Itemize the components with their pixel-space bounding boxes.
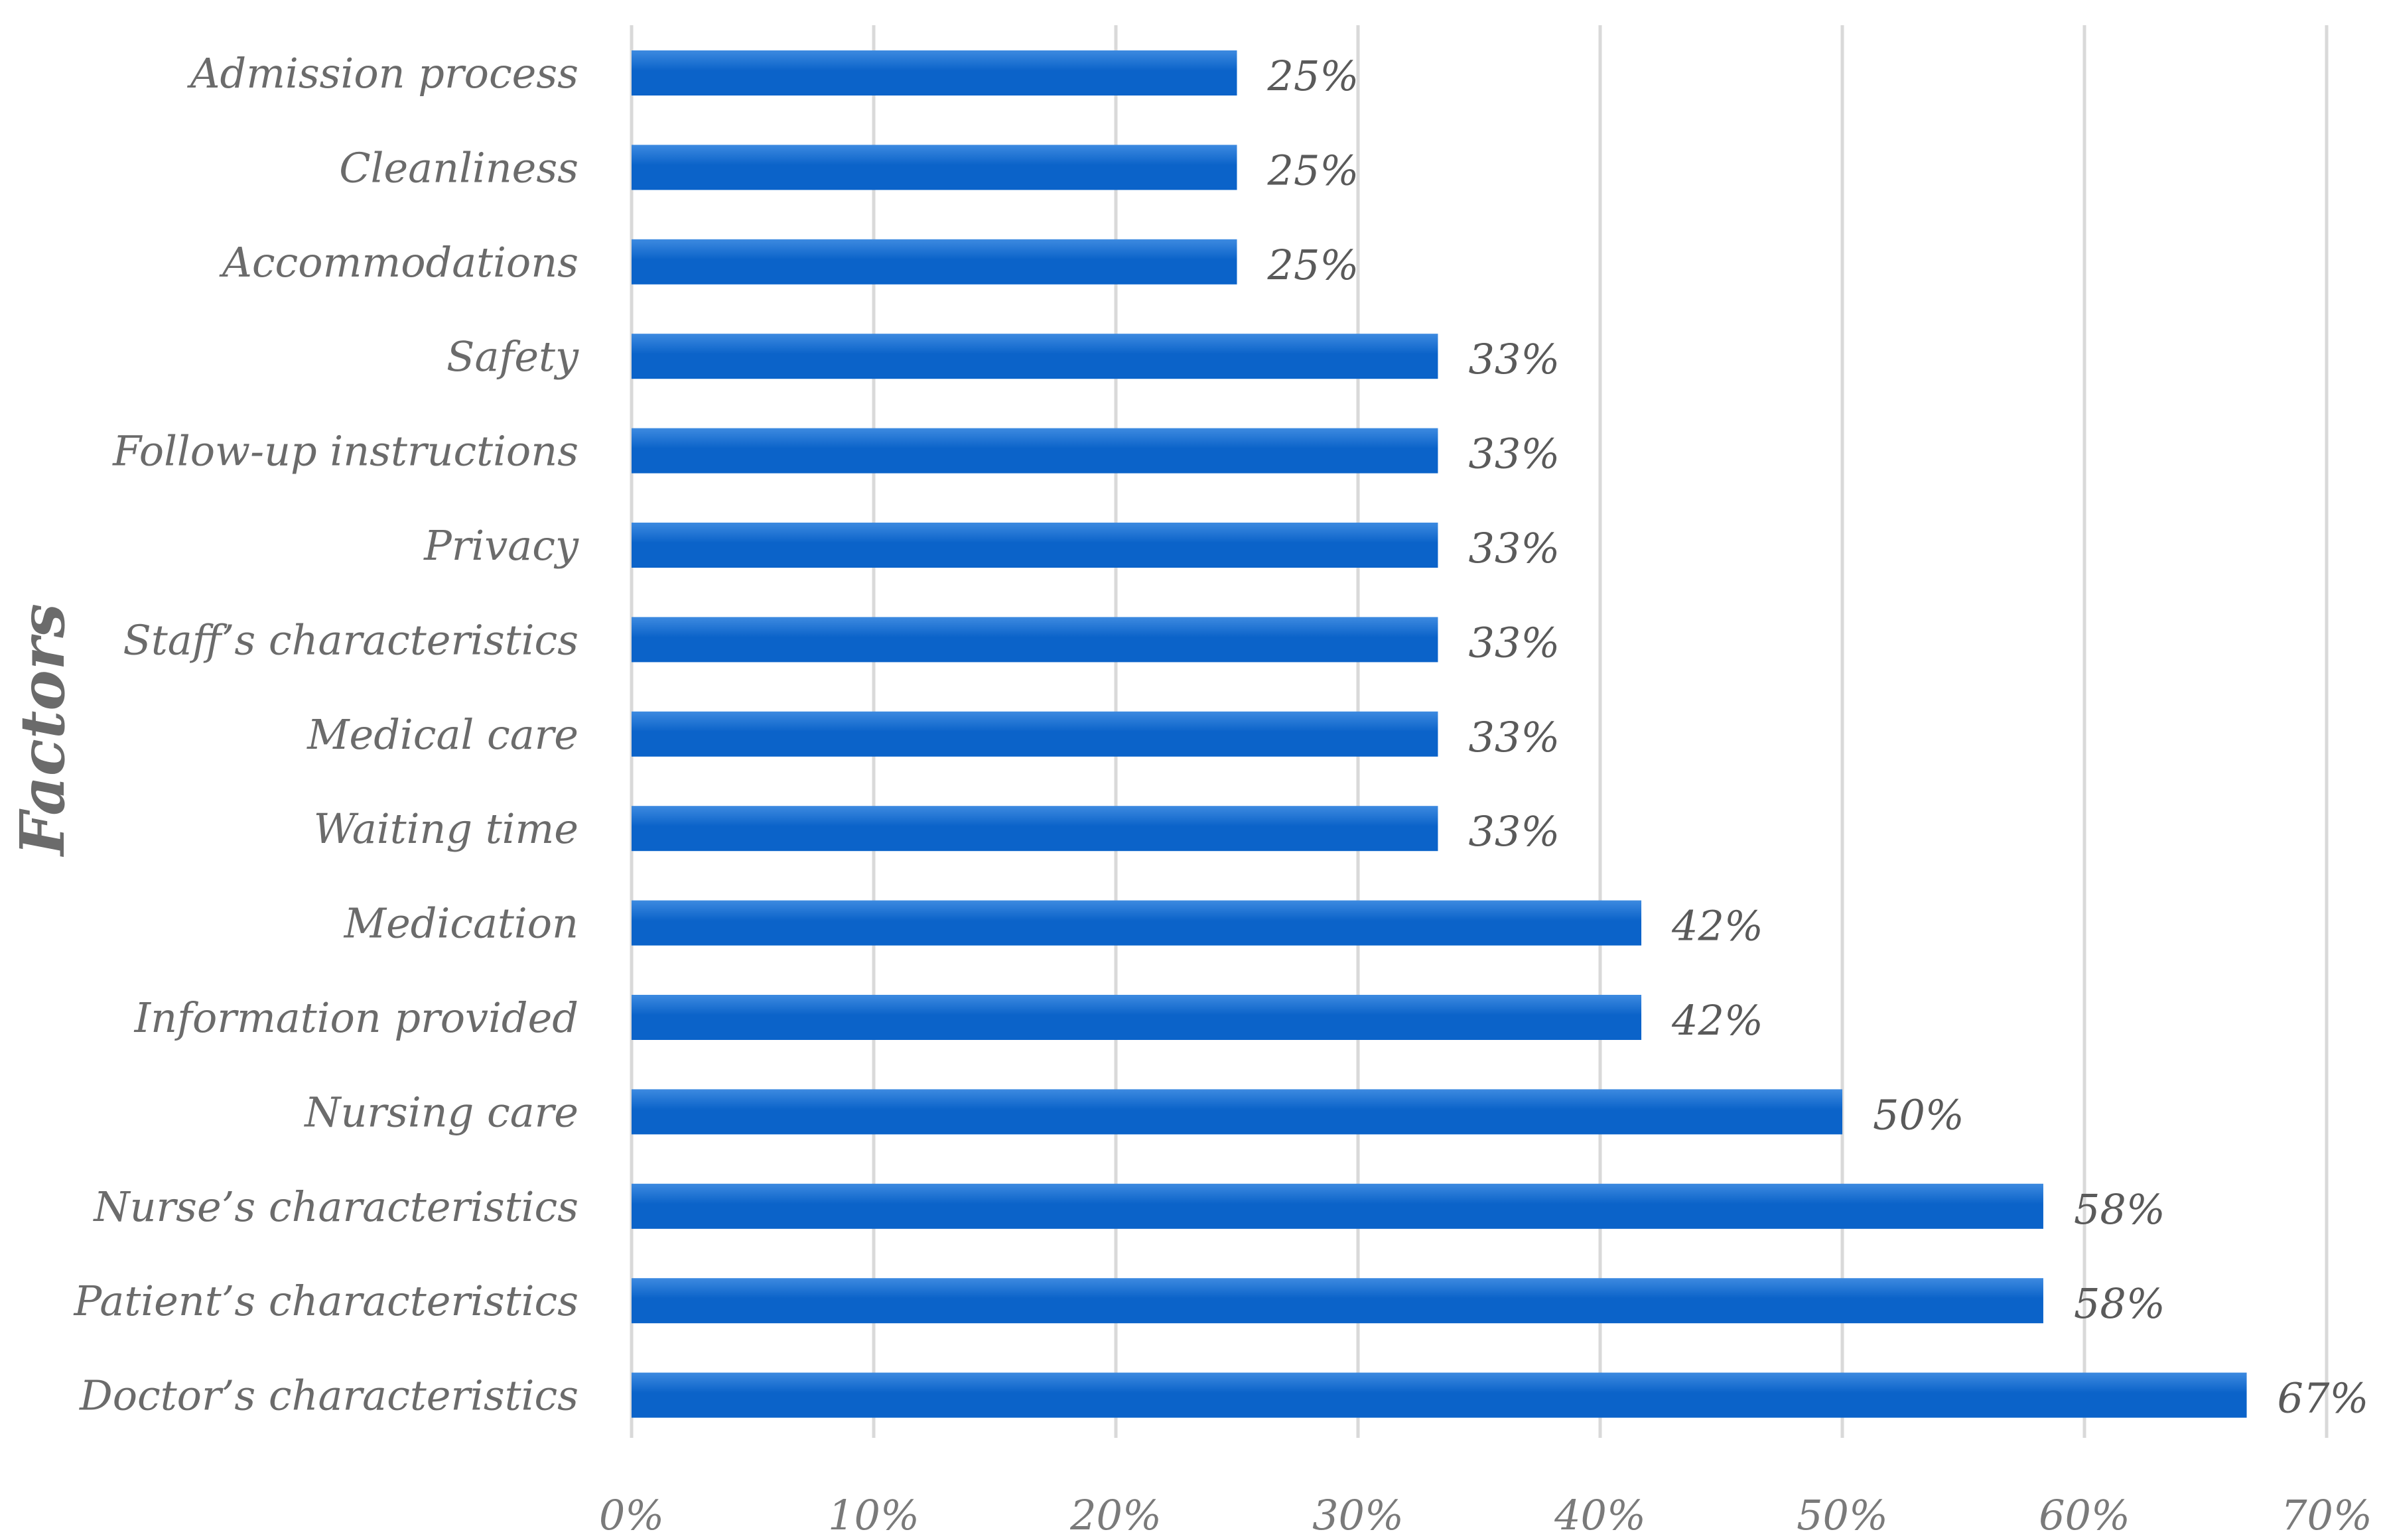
category-label: Safety xyxy=(446,332,579,381)
x-tick-label: 50% xyxy=(1797,1491,1888,1539)
bar xyxy=(632,711,1438,757)
data-label: 42% xyxy=(1671,902,1763,950)
category-label: Cleanliness xyxy=(339,143,579,192)
x-tick-label: 30% xyxy=(1312,1491,1404,1539)
data-label: 25% xyxy=(1267,146,1359,194)
category-label: Nurse’s characteristics xyxy=(92,1183,579,1231)
x-axis-ticks: 0% 10% 20% 30% 40% 50% 60% 70% xyxy=(599,1491,2372,1539)
y-axis-title: Factors xyxy=(7,604,78,858)
bar xyxy=(632,806,1438,852)
data-label: 33% xyxy=(1468,430,1560,478)
data-label: 33% xyxy=(1468,713,1560,761)
bar xyxy=(632,145,1237,190)
category-label: Medication xyxy=(344,899,579,948)
category-label: Information provided xyxy=(134,994,579,1042)
bar xyxy=(632,334,1438,379)
bar xyxy=(632,50,1237,96)
category-label: Medical care xyxy=(306,710,579,759)
x-tick-label: 20% xyxy=(1069,1491,1162,1539)
bars xyxy=(632,50,2247,1418)
data-label: 58% xyxy=(2074,1279,2165,1328)
bar xyxy=(632,1089,1842,1135)
category-label: Patient’s characteristics xyxy=(73,1277,579,1325)
x-tick-label: 70% xyxy=(2281,1491,2372,1539)
x-tick-label: 10% xyxy=(828,1491,919,1539)
x-tick-label: 40% xyxy=(1554,1491,1646,1539)
bar xyxy=(632,428,1438,474)
value-labels: 25% 25% 25% 33% 33% 33% 33% 33% 33% 42% 42% 50% 58% 5… xyxy=(1267,52,2369,1423)
bar xyxy=(632,1372,2247,1418)
data-label: 33% xyxy=(1468,335,1560,383)
data-label: 25% xyxy=(1267,52,1359,100)
category-label: Doctor’s characteristics xyxy=(79,1372,579,1420)
data-label: 42% xyxy=(1671,996,1763,1045)
category-label: Nursing care xyxy=(303,1088,579,1136)
category-label: Accommodations xyxy=(219,238,579,287)
data-label: 33% xyxy=(1468,524,1560,572)
category-label: Staff’s characteristics xyxy=(123,615,579,664)
data-label: 58% xyxy=(2074,1185,2165,1234)
bar xyxy=(632,239,1237,285)
bar xyxy=(632,900,1642,946)
data-label: 33% xyxy=(1468,618,1560,667)
x-tick-label: 60% xyxy=(2039,1491,2130,1539)
bar xyxy=(632,1278,2043,1324)
data-label: 33% xyxy=(1468,807,1560,856)
bar xyxy=(632,1183,2043,1229)
data-label: 50% xyxy=(1873,1090,1964,1139)
category-label: Waiting time xyxy=(314,804,579,853)
data-label: 25% xyxy=(1267,241,1359,289)
bar xyxy=(632,995,1642,1040)
category-label: Admission process xyxy=(187,49,579,97)
bar xyxy=(632,523,1438,568)
category-label: Privacy xyxy=(423,521,579,570)
category-labels: Admission process Cleanliness Accommodatio… xyxy=(73,49,579,1420)
category-label: Follow-up instructions xyxy=(112,427,579,476)
data-label: 67% xyxy=(2278,1374,2369,1423)
x-tick-label: 0% xyxy=(599,1491,664,1539)
bar xyxy=(632,617,1438,663)
